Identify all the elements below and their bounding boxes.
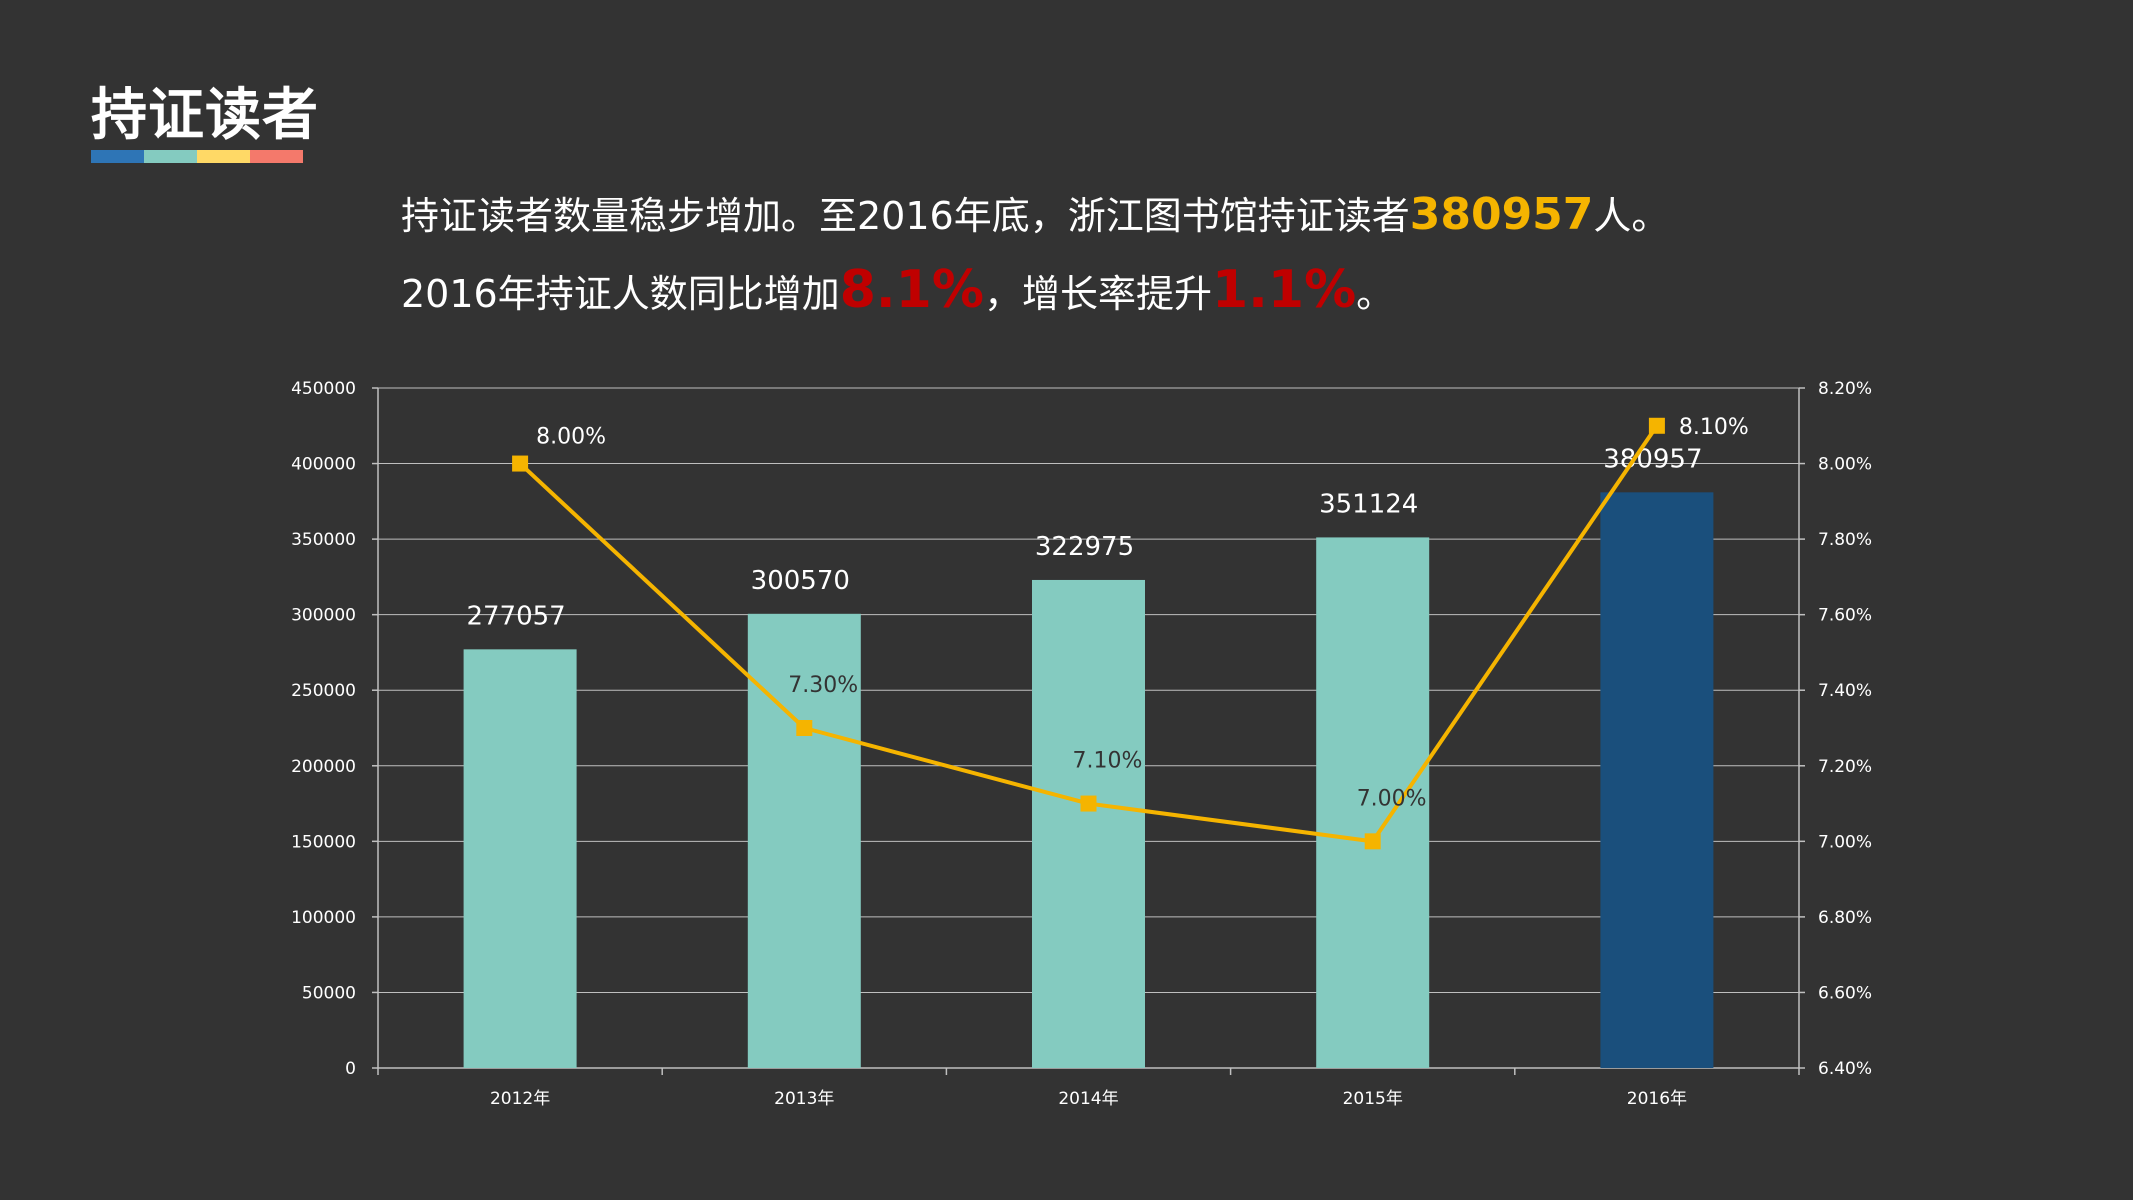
y-right-tick-label: 8.20% (1818, 379, 1872, 399)
y-left-tick-label: 300000 (291, 606, 356, 626)
y-left-tick-label: 100000 (291, 908, 356, 928)
desc-text: 人。 (1593, 194, 1670, 238)
reader-count-highlight: 380957 (1409, 189, 1594, 240)
line-data-label: 7.00% (1357, 786, 1427, 811)
y-right-tick-label: 7.00% (1818, 832, 1872, 852)
y-right-tick-label: 8.00% (1818, 455, 1872, 475)
y-right-tick-label: 6.60% (1818, 983, 1872, 1003)
bar (1316, 537, 1430, 1068)
underline-segment (250, 150, 303, 163)
line-data-label: 8.10% (1679, 415, 1749, 440)
line-marker (1648, 417, 1665, 434)
bar (1600, 492, 1714, 1068)
y-right-tick-label: 7.60% (1818, 606, 1872, 626)
slide-title: 持证读者 (91, 83, 319, 148)
underline-segment (144, 150, 197, 163)
title-underline (91, 150, 303, 163)
x-tick-label: 2015年 (1343, 1089, 1403, 1109)
y-right-tick-label: 7.80% (1818, 530, 1872, 550)
line-data-label: 7.10% (1073, 749, 1143, 774)
y-right-tick-label: 7.40% (1818, 681, 1872, 701)
line-data-label: 7.30% (788, 673, 858, 698)
rate-increase-highlight: 1.1% (1211, 260, 1357, 320)
x-tick-label: 2014年 (1058, 1089, 1118, 1109)
y-left-tick-label: 400000 (291, 455, 356, 475)
y-left-tick-label: 150000 (291, 832, 356, 852)
x-tick-label: 2016年 (1627, 1089, 1687, 1109)
bar-data-label: 380957 (1603, 444, 1702, 474)
bar (463, 649, 577, 1068)
y-left-tick-label: 50000 (302, 983, 356, 1003)
y-left-tick-label: 450000 (291, 379, 356, 399)
bar (1032, 579, 1145, 1068)
line-marker (1364, 833, 1381, 850)
x-tick-label: 2012年 (490, 1089, 550, 1109)
y-right-tick-label: 7.20% (1818, 757, 1872, 777)
bar-data-label: 277057 (466, 601, 565, 631)
growth-highlight: 8.1% (839, 260, 984, 320)
line-marker (796, 720, 813, 736)
bar-data-label: 351124 (1319, 489, 1418, 519)
y-left-tick-label: 350000 (291, 530, 356, 550)
x-tick-label: 2013年 (774, 1089, 834, 1109)
description-line-1: 持证读者数量稳步增加。至2016年底，浙江图书馆持证读者380957人。 (401, 185, 1669, 240)
y-left-tick-label: 250000 (291, 681, 356, 701)
description-line-2: 2016年持证人数同比增加8.1%，增长率提升1.1%。 (401, 260, 1394, 320)
line-marker (1080, 795, 1097, 812)
bar-data-label: 300570 (751, 566, 850, 596)
line-data-label: 8.00% (536, 425, 606, 450)
y-right-tick-label: 6.40% (1818, 1059, 1872, 1079)
bar-data-label: 322975 (1035, 532, 1134, 562)
y-right-tick-label: 6.80% (1818, 908, 1872, 928)
desc-text: 持证读者数量稳步增加。至2016年底，浙江图书馆持证读者 (401, 194, 1410, 238)
bar (747, 613, 861, 1068)
underline-segment (91, 150, 144, 163)
desc-text: ，增长率提升 (983, 272, 1212, 316)
underline-segment (197, 150, 250, 163)
y-left-tick-label: 0 (345, 1059, 356, 1079)
desc-text: 。 (1356, 272, 1395, 316)
y-left-tick-label: 200000 (291, 757, 356, 777)
desc-text: 2016年持证人数同比增加 (401, 272, 840, 316)
line-marker (512, 455, 529, 472)
